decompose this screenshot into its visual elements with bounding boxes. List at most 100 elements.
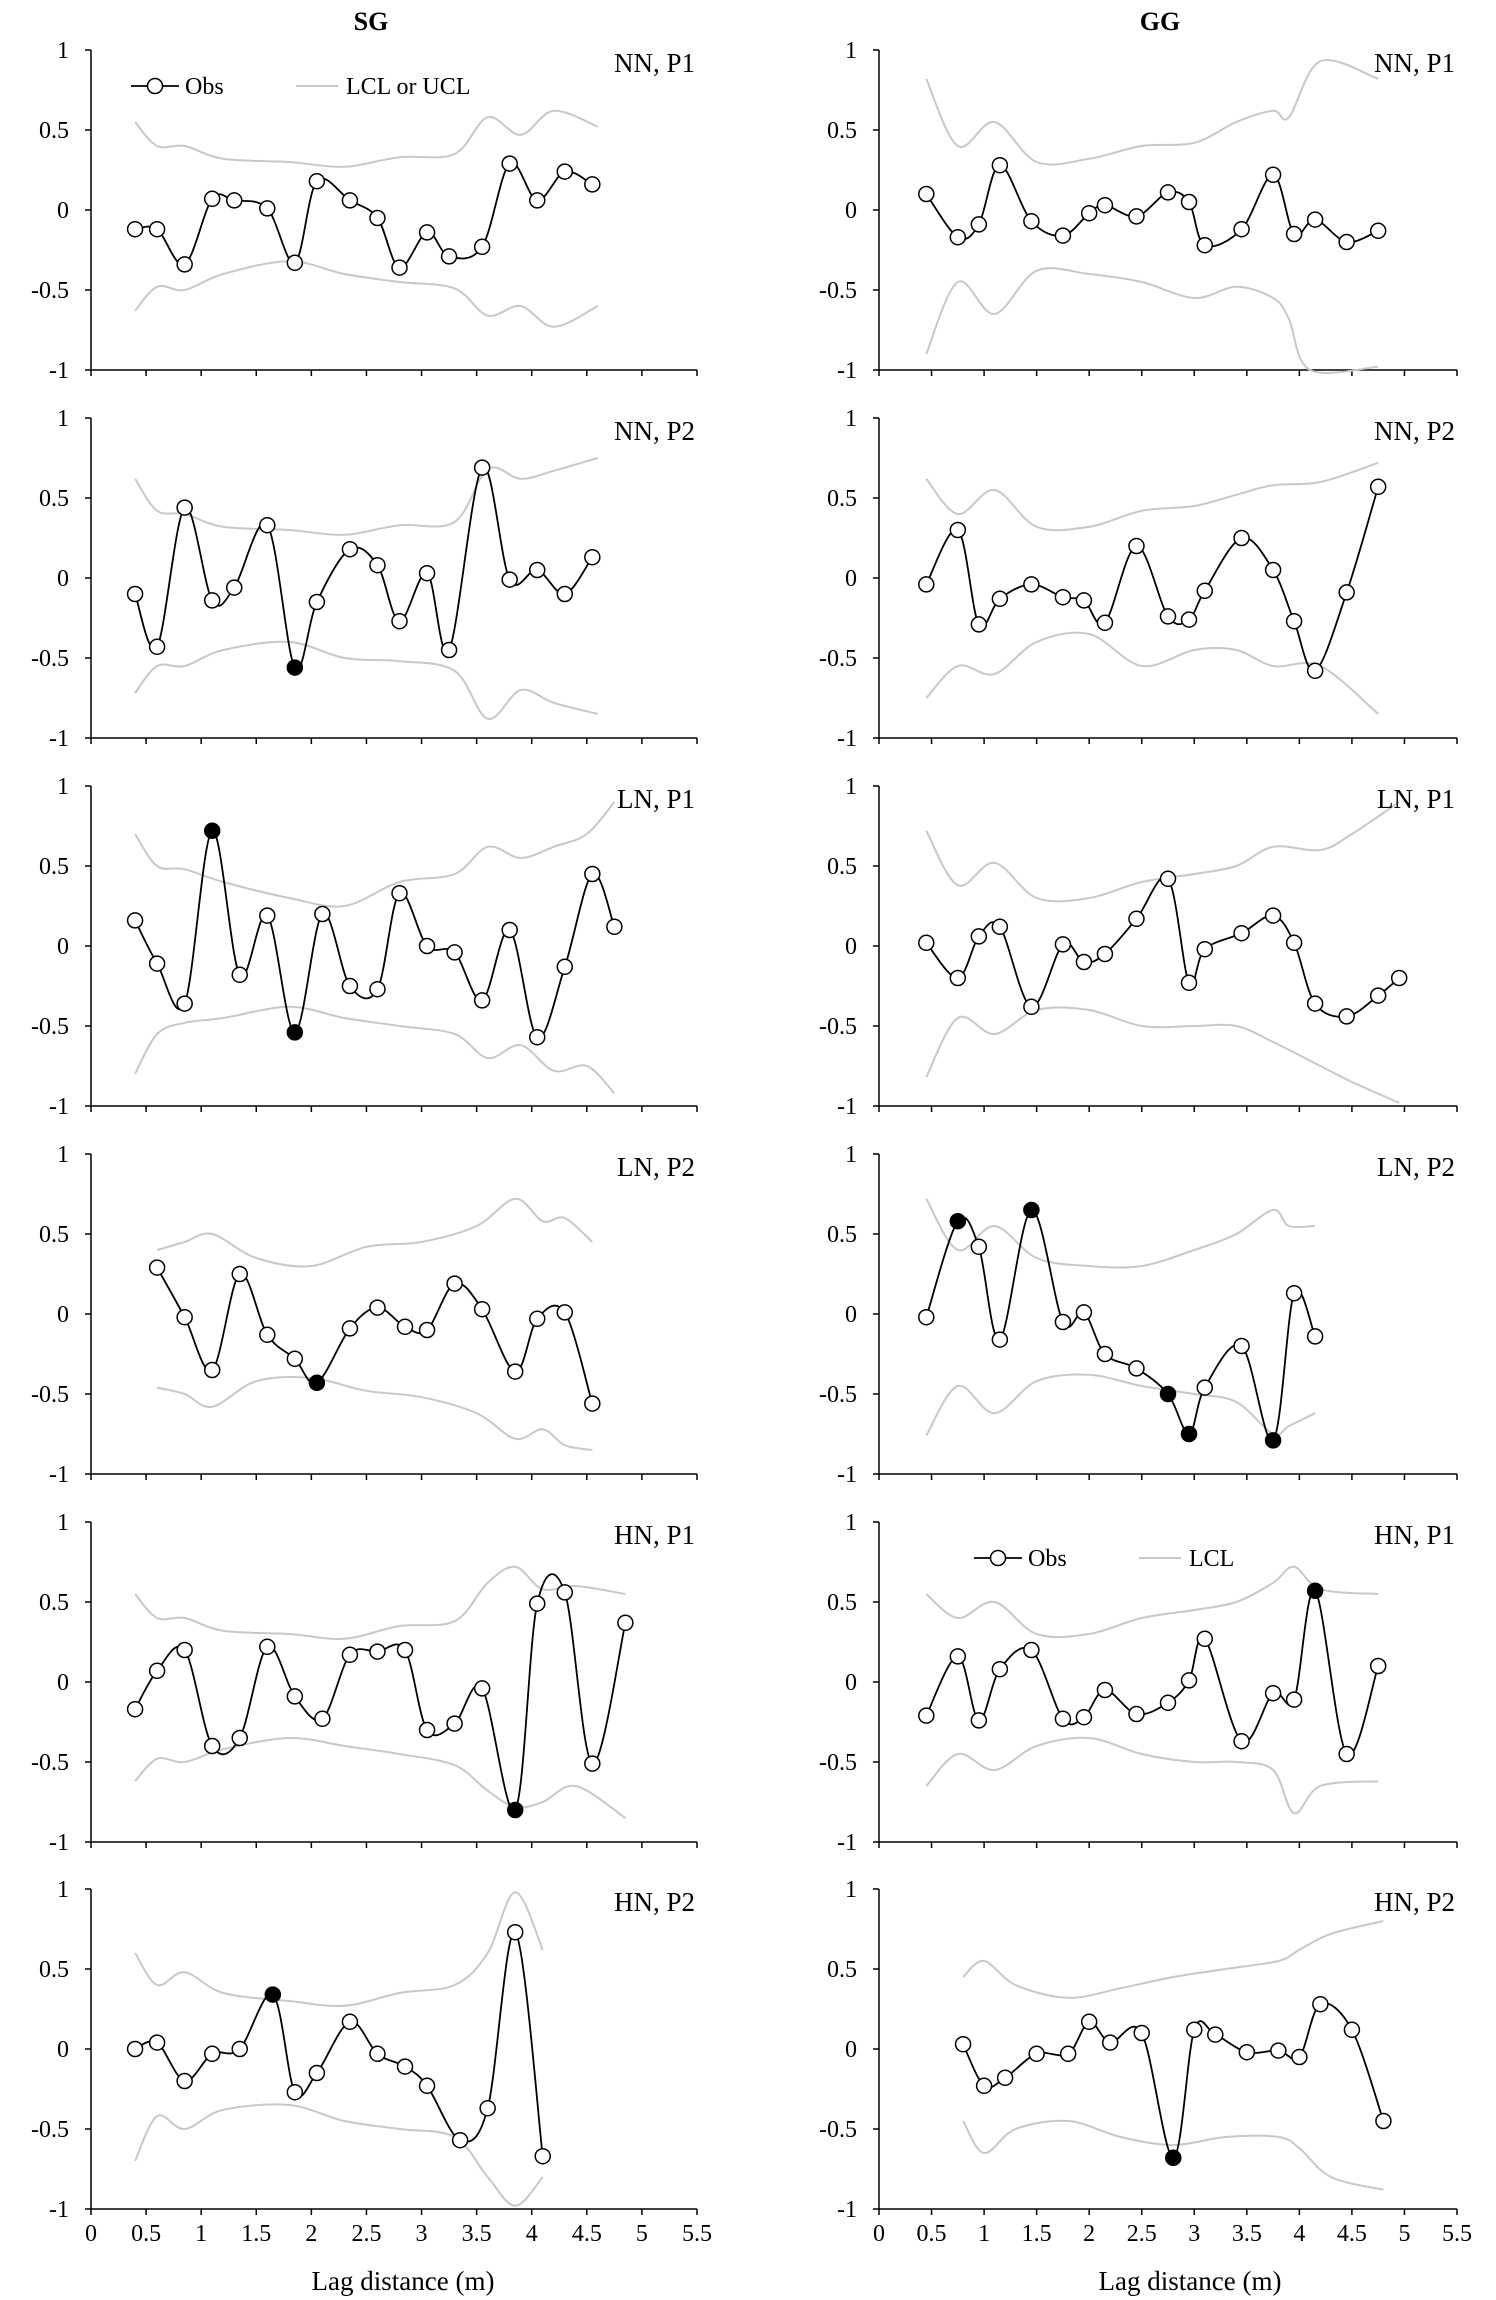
obs-point: [1196, 940, 1214, 958]
legend-obs-label: Obs: [185, 74, 224, 100]
obs-point: [970, 1712, 988, 1729]
obs-line: [134, 829, 616, 1039]
ucl-line: [134, 109, 599, 168]
obs-point: [1285, 1284, 1303, 1302]
panel-sg-5: 1 0.5 0 -0.5 -1 HN, P1: [31, 1510, 698, 1856]
y-tick-label: -1: [837, 2197, 857, 2223]
x-tick-label: 4.5: [1337, 2221, 1367, 2247]
obs-point: [1133, 2024, 1150, 2042]
panel-gg-6: 1 0.5 0 -0.5 -1 0 0.5 1 1.5 2 2.5 3 3.5 4 4.5 5 5.5 HN, P…: [819, 1877, 1472, 2247]
obs-point: [1023, 212, 1040, 230]
obs-point: [1270, 2042, 1287, 2059]
ucl-line: [134, 801, 616, 908]
obs-point: [1128, 910, 1145, 928]
y-tick-label: 1: [845, 1142, 857, 1168]
obs-point: [991, 1331, 1009, 1348]
obs-point: [418, 937, 436, 955]
y-tick-label: -0.5: [31, 646, 69, 672]
obs-point: [176, 256, 193, 273]
obs-point: [286, 1350, 304, 1368]
obs-point-significant: [286, 1024, 304, 1041]
obs-point-significant: [506, 1801, 524, 1819]
y-tick-label: -1: [837, 1462, 857, 1488]
x-tick-label: 4: [1293, 2221, 1305, 2247]
obs-point: [479, 2099, 496, 2117]
obs-point: [1369, 478, 1387, 496]
y-tick-label: 1: [845, 1510, 857, 1536]
obs-point: [341, 1646, 359, 1664]
obs-point-significant: [264, 1986, 282, 2003]
obs-point: [1233, 1337, 1250, 1355]
obs-point: [451, 2131, 469, 2149]
x-tick-label: 5: [1398, 2221, 1410, 2247]
obs-point: [1338, 1745, 1355, 1763]
obs-point: [1054, 227, 1072, 244]
obs-point: [231, 1265, 248, 1283]
legend-obs-marker: [146, 77, 164, 95]
obs-point: [606, 918, 623, 936]
x-tick-label: 1.5: [241, 2221, 271, 2247]
obs-point: [259, 1638, 276, 1656]
x-tick-label: 5: [636, 2221, 648, 2247]
obs-point: [584, 1755, 601, 1772]
obs-point: [918, 576, 935, 593]
panel-sg-6: 1 0.5 0 -0.5 -1 0 0.5 1 1.5 2 2.5 3 3.5 4 4.5 5 5.5 HN, P…: [31, 1877, 712, 2247]
lcl-line: [925, 1736, 1379, 1815]
obs-point: [341, 192, 359, 209]
obs-point: [1128, 1705, 1145, 1723]
obs-point: [918, 1707, 935, 1724]
obs-point: [1306, 211, 1324, 228]
obs-point-significant: [286, 659, 304, 676]
obs-point: [1075, 592, 1093, 609]
lcl-line: [134, 1005, 616, 1094]
obs-point: [176, 499, 193, 516]
obs-point: [418, 2077, 436, 2095]
y-tick-label: -0.5: [819, 1750, 857, 1776]
panel-sg-3: 1 0.5 0 -0.5 -1 LN, P1: [31, 774, 698, 1120]
y-tick-label: -0.5: [819, 1382, 857, 1408]
y-tick-label: 0: [845, 198, 857, 224]
obs-point: [1101, 2034, 1119, 2051]
obs-point: [225, 192, 243, 209]
ucl-line: [925, 1565, 1379, 1639]
y-tick-label: 0: [845, 934, 857, 960]
x-tick-label: 3.5: [1232, 2221, 1262, 2247]
obs-point: [1338, 1008, 1355, 1025]
panel-label: HN, P2: [614, 1887, 695, 1917]
obs-point-significant: [1165, 2149, 1182, 2167]
lcl-line: [925, 267, 1379, 374]
obs-point: [1306, 662, 1324, 680]
obs-point: [1128, 208, 1145, 225]
y-tick-label: 0: [57, 1670, 69, 1696]
obs-point: [231, 966, 248, 984]
obs-point: [617, 1614, 634, 1632]
y-tick-label: 1: [57, 38, 69, 64]
y-tick-label: 0: [845, 1302, 857, 1328]
x-tick-label: 2.5: [1127, 2221, 1157, 2247]
obs-point: [501, 921, 518, 939]
ucl-line: [925, 801, 1400, 903]
obs-point: [126, 220, 144, 238]
obs-point: [126, 585, 144, 603]
panel-gg-5: 1 0.5 0 -0.5 -1 HN, P1 Obs LCL: [819, 1510, 1458, 1856]
obs-point: [991, 156, 1009, 174]
y-tick-label: 0: [845, 566, 857, 592]
obs-point: [391, 259, 408, 276]
lcl-line: [925, 631, 1379, 715]
obs-point: [1096, 945, 1114, 963]
obs-point: [148, 638, 166, 656]
obs-point: [148, 2034, 166, 2051]
obs-line: [134, 1931, 544, 2157]
panel-label: LN, P1: [1377, 784, 1455, 814]
obs-point: [369, 980, 386, 998]
obs-point: [418, 224, 436, 241]
obs-point: [584, 1395, 601, 1412]
obs-point: [1233, 1732, 1250, 1750]
obs-point: [556, 585, 574, 603]
y-tick-label: -1: [49, 358, 69, 384]
y-tick-label: 1: [845, 1877, 857, 1903]
obs-point: [1180, 974, 1198, 992]
obs-point: [1285, 225, 1303, 243]
obs-point: [1028, 2045, 1045, 2063]
panels: 1 0.5 0 -0.5 -1 NN, P1 Obs LCL or UCL 1 0.5 0 -0.5 -…: [31, 38, 1472, 2247]
